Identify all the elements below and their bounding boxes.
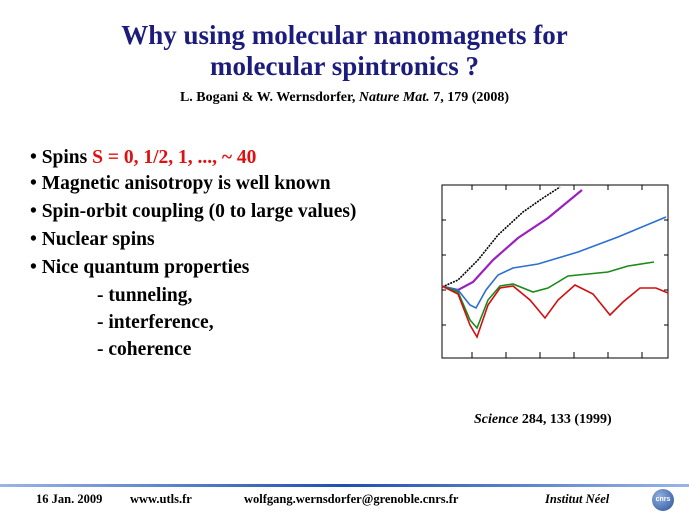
- citation-journal: Science: [474, 412, 519, 427]
- footer-logo: cnrs: [652, 489, 674, 511]
- figure-plot: [441, 184, 669, 359]
- footer-website: www.utls.fr: [130, 492, 192, 506]
- footer-email: wolfgang.wernsdorfer@grenoble.cnrs.fr: [244, 492, 459, 506]
- footer-institute: Institut Néel: [545, 492, 610, 506]
- bullet: • Magnetic anisotropy is well known: [30, 173, 331, 194]
- curve: [441, 186, 561, 288]
- ref-journal: Nature Mat.: [358, 90, 430, 105]
- bullet: • Nuclear spins: [30, 229, 155, 250]
- footer-rule: [0, 484, 689, 487]
- sub-item: - interference,: [97, 312, 214, 333]
- ref-authors: L. Bogani & W. Wernsdorfer,: [179, 90, 359, 105]
- ref-details: 7, 179 (2008): [429, 90, 510, 105]
- sub-item: - coherence: [97, 339, 192, 360]
- sub-item: - tunneling,: [97, 285, 193, 306]
- curve: [441, 261, 655, 330]
- title-line: Why using molecular nanomagnets for: [121, 20, 568, 50]
- bullet-highlight: S = 0, 1/2, 1, ..., ~ 40: [92, 147, 257, 168]
- plot-curves: [441, 186, 669, 339]
- bullet: • Spins S = 0, 1/2, 1, ..., ~ 40: [30, 146, 256, 170]
- citation-details: 284, 133 (1999): [518, 412, 612, 427]
- bullet-prefix: • Spins: [30, 147, 93, 168]
- footer-date: 16 Jan. 2009: [36, 492, 103, 506]
- title-line: molecular spintronics ?: [209, 51, 479, 81]
- reference: L. Bogani & W. Wernsdorfer, Nature Mat. …: [0, 90, 689, 106]
- bullet: • Nice quantum properties: [30, 257, 250, 278]
- figure-citation: Science 284, 133 (1999): [474, 412, 612, 428]
- bullet: • Spin-orbit coupling (0 to large values…: [30, 201, 357, 222]
- plot-ticks: [442, 185, 668, 358]
- curve: [441, 284, 669, 339]
- curve: [441, 216, 667, 310]
